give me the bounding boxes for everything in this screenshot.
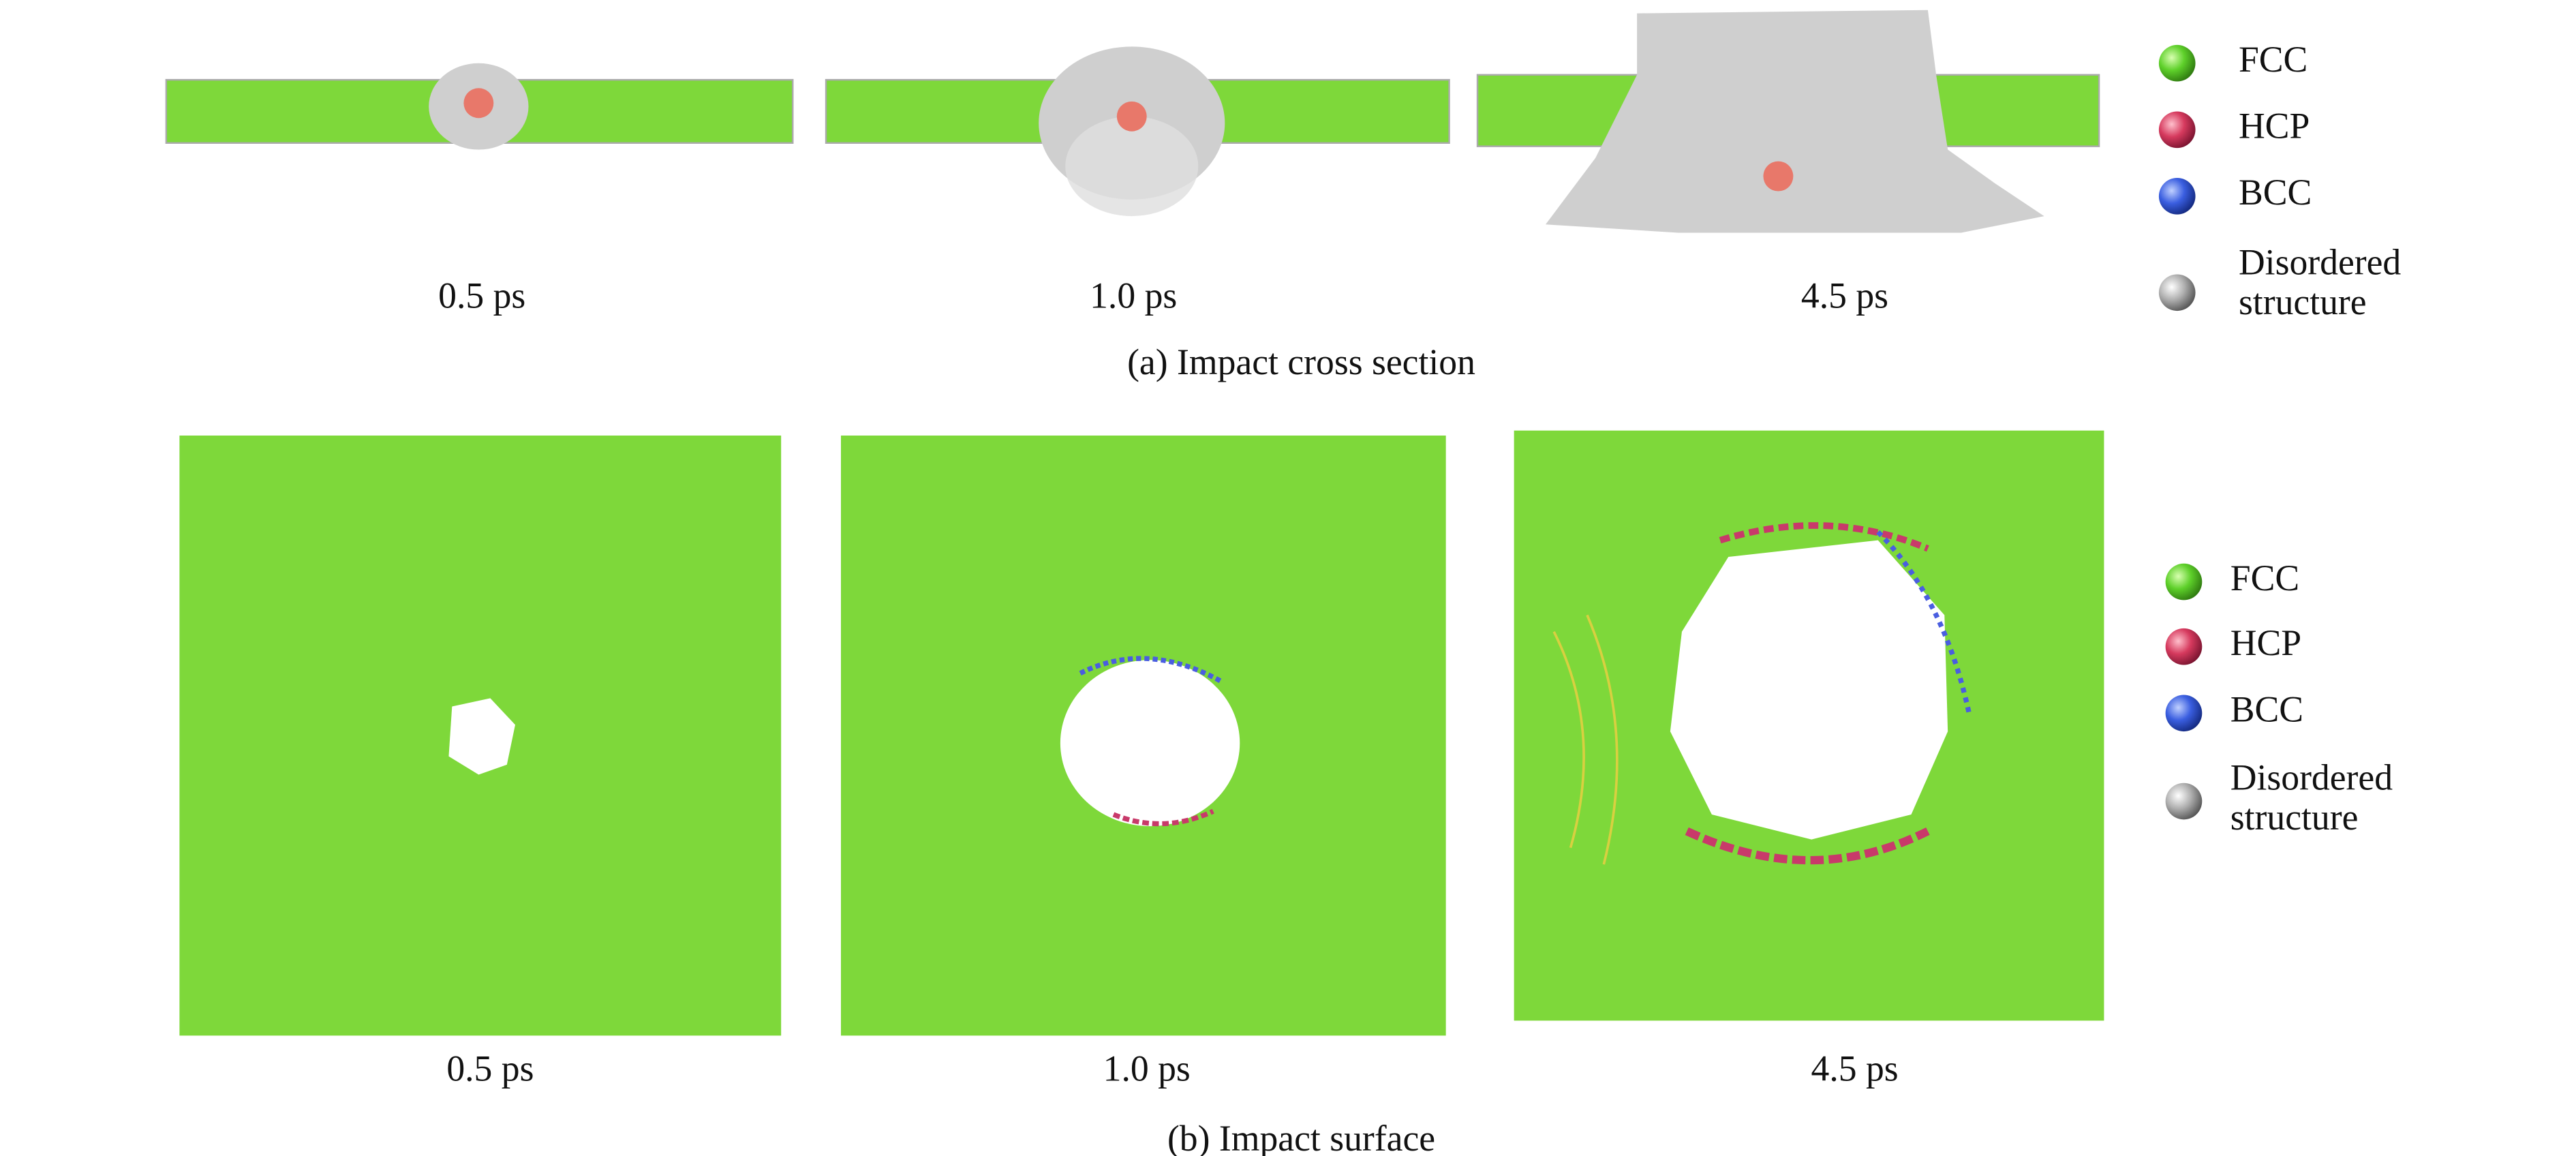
time-label: 1.0 ps — [1090, 275, 1177, 316]
legend-label: Disordered — [2230, 757, 2393, 798]
legend-swatch — [2165, 695, 2203, 732]
time-label: 0.5 ps — [438, 275, 525, 316]
surface-images — [179, 430, 2104, 1036]
legend: FCC HCP BCC Disordered structure — [2158, 39, 2401, 322]
hole — [448, 698, 515, 775]
legend-label: structure — [2239, 282, 2367, 322]
legend-label: BCC — [2239, 172, 2312, 213]
bcc-rim — [1876, 530, 1972, 716]
time-label: 0.5 ps — [446, 1048, 534, 1089]
projectile — [463, 88, 494, 119]
hcp-rim — [1112, 808, 1214, 827]
legend-label: FCC — [2230, 558, 2299, 598]
caption: (b) Impact surface — [1167, 1118, 1435, 1156]
wave — [1552, 630, 1585, 849]
debris — [1065, 116, 1199, 217]
legend-swatch — [2158, 274, 2196, 311]
legend-swatch — [2158, 111, 2196, 149]
legend-label: HCP — [2230, 622, 2301, 663]
legend-swatch — [2158, 178, 2196, 215]
legend-swatch — [2165, 563, 2203, 600]
projectile — [1116, 101, 1147, 132]
legend-label: Disordered — [2239, 242, 2401, 283]
hole — [1670, 540, 1948, 840]
legend-label: HCP — [2239, 106, 2310, 147]
projectile — [1763, 161, 1794, 192]
wave — [1586, 614, 1619, 865]
time-label: 4.5 ps — [1811, 1048, 1899, 1089]
hole — [1060, 660, 1240, 827]
time-label: 1.0 ps — [1103, 1048, 1191, 1089]
caption: (a) Impact cross section — [1127, 341, 1475, 382]
legend-label: FCC — [2239, 39, 2307, 80]
legend-swatch — [2165, 628, 2203, 665]
hcp-rim — [1719, 522, 1929, 552]
disordered-region — [1546, 10, 2044, 233]
legend-swatch — [2165, 782, 2203, 820]
time-label: 4.5 ps — [1801, 275, 1888, 316]
legend-label: BCC — [2230, 689, 2303, 730]
legend: FCC HCP BCC Disordered structure — [2165, 558, 2393, 838]
legend-label: structure — [2230, 797, 2359, 838]
legend-swatch — [2158, 44, 2196, 82]
bcc-rim — [1079, 656, 1223, 684]
cross-section-images — [165, 10, 2100, 233]
